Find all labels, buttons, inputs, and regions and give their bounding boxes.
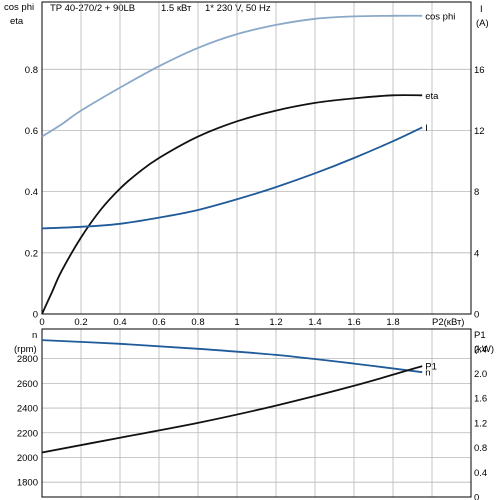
top-x-axis-label: P2(кВт) — [432, 317, 464, 328]
bottom-left-tick-label: 2400 — [17, 404, 38, 415]
top-series: cos phi eta I — [41, 11, 455, 315]
top-right-axis-label-i: I — [480, 4, 483, 15]
top-right-ticks: 0 4 8 12 16 — [474, 65, 485, 321]
bottom-left-tick-label: 2600 — [17, 379, 38, 390]
bottom-left-tick-label: 1800 — [17, 478, 38, 489]
top-series-eta-label: eta — [425, 91, 439, 102]
top-series-i-line — [41, 126, 423, 230]
top-right-axis-label-unit: (A) — [476, 18, 489, 29]
bottom-right-tick-label: 2.0 — [474, 369, 487, 380]
top-left-tick-label: 0.8 — [25, 65, 38, 76]
top-plot-frame — [41, 1, 472, 315]
top-x-tick-label: 0.8 — [191, 317, 204, 328]
top-left-tick-label: 0.2 — [25, 248, 38, 259]
bottom-series: nP1 — [41, 339, 437, 454]
bottom-panel: 1800 2000 2200 2400 2600 2800 0 0.4 0.8 1.2 1.6 2.… — [14, 328, 494, 500]
bottom-right-ticks: 0 0.4 0.8 1.2 1.6 2.0 2.4 — [474, 344, 487, 500]
bottom-right-tick-label: 1.6 — [474, 394, 487, 405]
top-right-tick-label: 12 — [474, 126, 485, 137]
top-x-ticks: 0 0.2 0.4 0.6 0.8 1 1.2 1.4 1.6 1.8 — [39, 317, 399, 328]
bottom-right-axis-label-p1: P1 — [474, 330, 486, 341]
top-x-tick-label: 1.8 — [386, 317, 399, 328]
bottom-left-tick-label: 2800 — [17, 354, 38, 365]
bottom-right-tick-label: 0.4 — [474, 468, 487, 479]
bottom-left-axis-label-unit: (rpm) — [14, 344, 37, 355]
bottom-left-tick-label: 2000 — [17, 453, 38, 464]
bottom-series-n-label: n — [425, 368, 430, 379]
top-left-axis-label-cosphi: cos phi — [4, 2, 34, 13]
top-x-tick-label: 1.4 — [308, 317, 321, 328]
bottom-right-axis-label-unit: (kW) — [474, 344, 494, 355]
bottom-right-tick-label: 1.2 — [474, 418, 487, 429]
bottom-right-tick-label: 2.4 — [474, 344, 487, 355]
top-x-tick-label: 1 — [234, 317, 239, 328]
top-left-tick-label: 0.6 — [25, 126, 38, 137]
bottom-right-tick-label: 0 — [474, 493, 479, 500]
top-right-tick-label: 8 — [474, 187, 479, 198]
top-series-i-label: I — [425, 123, 428, 134]
bottom-left-axis-label-n: n — [32, 330, 37, 341]
top-right-tick-label: 4 — [474, 248, 479, 259]
header-model: TP 40-270/2 + 90LB — [50, 3, 135, 14]
bottom-right-tick-label: 0.8 — [474, 443, 487, 454]
top-series-cos-phi-line — [41, 14, 423, 138]
bottom-plot-frame — [41, 328, 472, 498]
top-x-tick-label: 1.2 — [269, 317, 282, 328]
top-left-axis-label-eta: eta — [10, 16, 24, 27]
bottom-series-p1-line — [41, 365, 423, 454]
top-x-tick-label: 0 — [39, 317, 44, 328]
bottom-left-tick-label: 2200 — [17, 428, 38, 439]
top-right-tick-label: 16 — [474, 65, 485, 76]
header-supply: 1* 230 V, 50 Hz — [205, 3, 271, 14]
top-x-tick-label: 1.6 — [347, 317, 360, 328]
bottom-grid — [42, 329, 471, 497]
top-left-tick-label: 0.4 — [25, 187, 38, 198]
top-x-tick-label: 0.4 — [113, 317, 126, 328]
chart-header: TP 40-270/2 + 90LB 1.5 кВт 1* 230 V, 50 … — [50, 3, 271, 14]
header-power: 1.5 кВт — [161, 3, 192, 14]
top-panel: 0 0.2 0.4 0.6 0.8 1 1.2 1.4 1.6 1.8 0 0.2 0.4 0.6 0.8… — [4, 1, 489, 328]
top-x-tick-label: 0.2 — [74, 317, 87, 328]
top-series-cos-phi-label: cos phi — [425, 11, 455, 22]
bottom-left-ticks: 1800 2000 2200 2400 2600 2800 — [17, 354, 38, 489]
bottom-series-p1-label: P1 — [425, 362, 437, 373]
top-left-tick-label: 0 — [33, 310, 38, 321]
top-left-ticks: 0 0.2 0.4 0.6 0.8 — [25, 65, 38, 321]
bottom-series-n-line — [41, 339, 423, 374]
top-right-tick-label: 0 — [474, 310, 479, 321]
top-series-eta-line — [41, 94, 423, 315]
top-x-tick-label: 0.6 — [152, 317, 165, 328]
